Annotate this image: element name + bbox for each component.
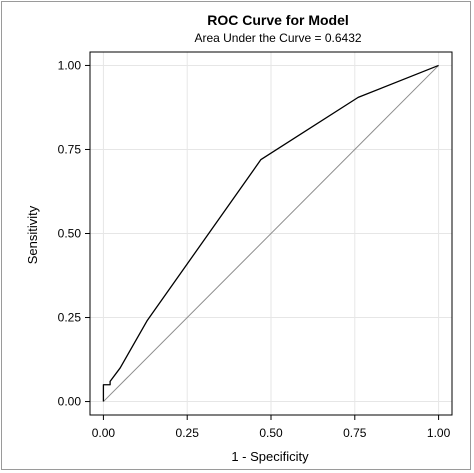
- diagonal-reference: [103, 65, 439, 402]
- y-axis-ticks: 0.00 0.25 0.50 0.75 1.00: [58, 58, 90, 409]
- chart-title: ROC Curve for Model: [207, 12, 349, 28]
- roc-series: [102, 64, 439, 402]
- grid-lines: [90, 52, 452, 415]
- x-tick-label: 0.00: [92, 426, 116, 440]
- chart-subtitle: Area Under the Curve = 0.6432: [194, 31, 361, 45]
- y-tick-label: 1.00: [58, 58, 82, 72]
- x-tick-label: 0.25: [176, 426, 200, 440]
- x-tick-label: 0.75: [343, 426, 367, 440]
- roc-curve-line: [102, 64, 439, 402]
- y-tick-label: 0.50: [58, 227, 82, 241]
- x-axis-label: 1 - Specificity: [231, 449, 309, 464]
- y-tick-label: 0.25: [58, 311, 82, 325]
- x-tick-label: 1.00: [427, 426, 451, 440]
- x-tick-label: 0.50: [259, 426, 283, 440]
- reference-diagonal-line: [103, 65, 439, 402]
- y-tick-label: 0.75: [58, 142, 82, 156]
- y-tick-label: 0.00: [58, 395, 82, 409]
- y-axis-label: Sensitivity: [25, 205, 40, 264]
- x-axis-ticks: 0.00 0.25 0.50 0.75 1.00: [92, 415, 451, 440]
